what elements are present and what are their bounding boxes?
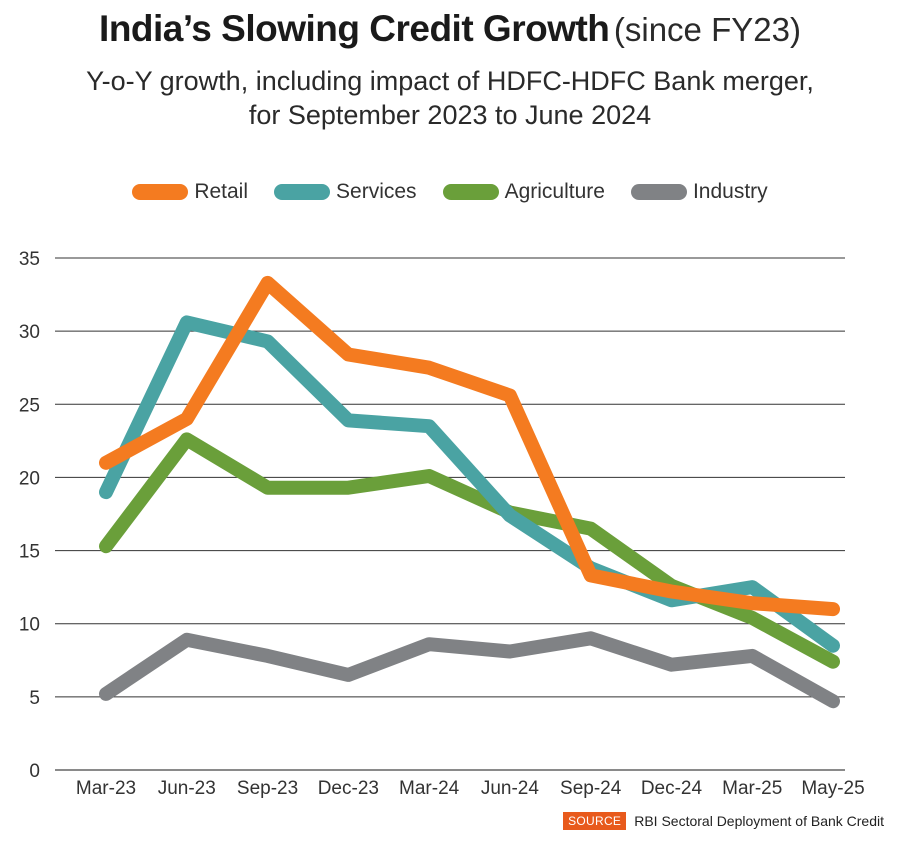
y-tick-label: 35 [19,249,40,270]
y-tick-label: 10 [19,615,40,636]
legend-swatch-industry [630,184,687,200]
source-note: SOURCE RBI Sectoral Deployment of Bank C… [563,812,884,830]
legend-label-agriculture: Agriculture [504,180,605,203]
x-tick-label: Mar-23 [76,778,136,799]
x-tick-label: Mar-24 [399,778,460,799]
legend-item-retail: Retail [132,180,248,204]
chart-subtitle-line2: for September 2023 to June 2024 [248,100,652,130]
legend-swatch-services [274,184,331,200]
x-tick-label: Jun-23 [158,778,216,799]
y-tick-label: 20 [19,468,40,489]
legend-item-services: Services [274,180,417,204]
x-tick-label: Dec-23 [318,778,379,799]
chart-subtitle: Y-o-Y growth, including impact of HDFC-H… [0,64,900,132]
legend-item-industry: Industry [630,180,768,204]
legend-label-retail: Retail [194,180,249,203]
legend-item-agriculture: Agriculture [442,180,605,204]
chart-title-main: India’s Slowing Credit Growth [99,8,610,49]
legend-label-services: Services [336,180,417,203]
source-text: RBI Sectoral Deployment of Bank Credit [634,813,884,829]
x-tick-label: Mar-25 [722,778,782,799]
legend-label-industry: Industry [692,180,768,203]
chart-subtitle-line1: Y-o-Y growth, including impact of HDFC-H… [86,66,814,96]
x-tick-label: Sep-23 [237,778,298,799]
y-tick-label: 30 [19,322,40,343]
y-tick-label: 0 [29,761,40,782]
x-tick-label: May-25 [801,778,864,799]
legend-swatch-retail [132,184,189,200]
series-line-industry [99,631,840,709]
chart-title-suffix: (since FY23) [613,11,801,48]
x-tick-label: Jun-24 [481,778,540,799]
y-tick-label: 15 [19,542,40,563]
chart-title: India’s Slowing Credit Growth (since FY2… [0,8,900,50]
y-tick-label: 5 [29,688,40,709]
source-tag: SOURCE [563,812,627,830]
x-tick-label: Dec-24 [641,778,703,799]
legend-swatch-agriculture [442,184,499,200]
chart-legend: Retail Services Agriculture Industry [0,180,900,204]
x-tick-label: Sep-24 [560,778,622,799]
series-line-retail [99,275,840,617]
y-tick-label: 25 [19,395,40,416]
